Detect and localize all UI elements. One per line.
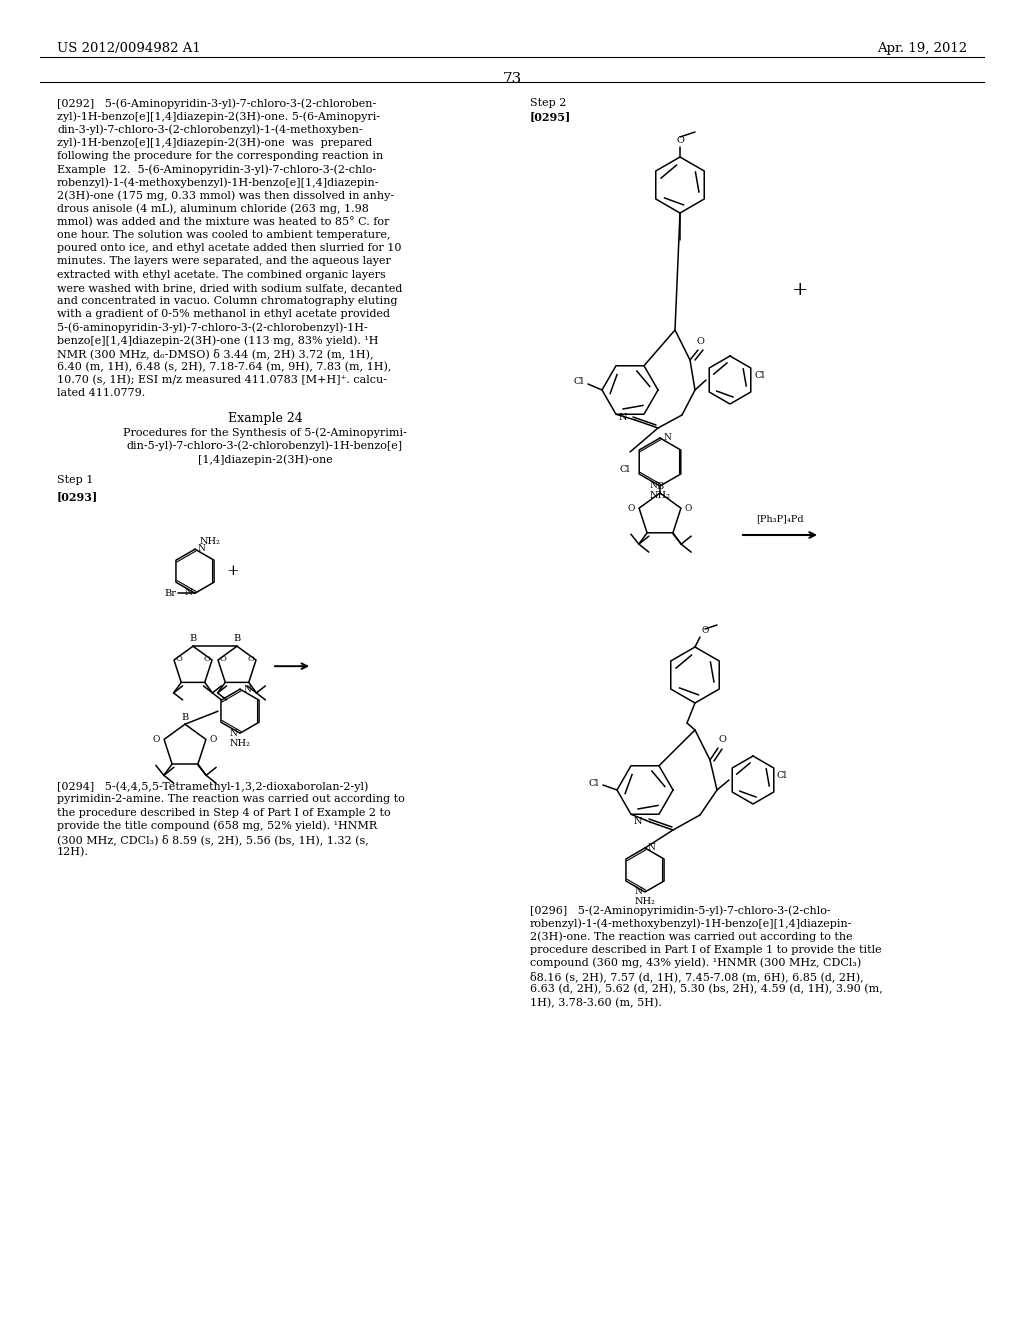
Text: N: N — [634, 887, 642, 896]
Text: O: O — [176, 655, 183, 663]
Text: with a gradient of 0-5% methanol in ethyl acetate provided: with a gradient of 0-5% methanol in ethy… — [57, 309, 390, 319]
Text: 5-(6-aminopyridin-3-yl)-7-chloro-3-(2-chlorobenzyl)-1H-: 5-(6-aminopyridin-3-yl)-7-chloro-3-(2-ch… — [57, 322, 368, 333]
Text: 1H), 3.78-3.60 (m, 5H).: 1H), 3.78-3.60 (m, 5H). — [530, 998, 662, 1007]
Text: [0294]   5-(4,4,5,5-Tetramethyl-1,3,2-dioxaborolan-2-yl): [0294] 5-(4,4,5,5-Tetramethyl-1,3,2-diox… — [57, 781, 369, 792]
Text: Cl: Cl — [620, 465, 630, 474]
Text: B: B — [233, 634, 241, 643]
Text: poured onto ice, and ethyl acetate added then slurried for 10: poured onto ice, and ethyl acetate added… — [57, 243, 401, 253]
Text: US 2012/0094982 A1: US 2012/0094982 A1 — [57, 42, 201, 55]
Text: Cl: Cl — [755, 371, 765, 380]
Text: N: N — [618, 413, 627, 422]
Text: [0292]   5-(6-Aminopyridin-3-yl)-7-chloro-3-(2-chloroben-: [0292] 5-(6-Aminopyridin-3-yl)-7-chloro-… — [57, 98, 376, 108]
Text: one hour. The solution was cooled to ambient temperature,: one hour. The solution was cooled to amb… — [57, 230, 390, 240]
Text: N: N — [184, 587, 193, 597]
Text: Apr. 19, 2012: Apr. 19, 2012 — [877, 42, 967, 55]
Text: (300 MHz, CDCl₃) δ 8.59 (s, 2H), 5.56 (bs, 1H), 1.32 (s,: (300 MHz, CDCl₃) δ 8.59 (s, 2H), 5.56 (b… — [57, 834, 369, 845]
Text: the procedure described in Step 4 of Part I of Example 2 to: the procedure described in Step 4 of Par… — [57, 808, 390, 817]
Text: zyl)-1H-benzo[e][1,4]diazepin-2(3H)-one. 5-(6-Aminopyri-: zyl)-1H-benzo[e][1,4]diazepin-2(3H)-one.… — [57, 111, 380, 121]
Text: [0293]: [0293] — [57, 491, 98, 502]
Text: +: + — [792, 281, 808, 300]
Text: were washed with brine, dried with sodium sulfate, decanted: were washed with brine, dried with sodiu… — [57, 282, 402, 293]
Text: [Ph₃P]₄Pd: [Ph₃P]₄Pd — [756, 513, 804, 523]
Text: 6.40 (m, 1H), 6.48 (s, 2H), 7.18-7.64 (m, 9H), 7.83 (m, 1H),: 6.40 (m, 1H), 6.48 (s, 2H), 7.18-7.64 (m… — [57, 362, 391, 372]
Text: extracted with ethyl acetate. The combined organic layers: extracted with ethyl acetate. The combin… — [57, 269, 386, 280]
Text: O: O — [628, 504, 635, 512]
Text: B: B — [181, 713, 188, 722]
Text: Procedures for the Synthesis of 5-(2-Aminopyrimi-: Procedures for the Synthesis of 5-(2-Ami… — [123, 428, 407, 438]
Text: robenzyl)-1-(4-methoxybenzyl)-1H-benzo[e][1,4]diazepin-: robenzyl)-1-(4-methoxybenzyl)-1H-benzo[e… — [530, 919, 853, 929]
Text: [1,4]diazepin-2(3H)-one: [1,4]diazepin-2(3H)-one — [198, 454, 333, 465]
Text: Example  12.  5-(6-Aminopyridin-3-yl)-7-chloro-3-(2-chlo-: Example 12. 5-(6-Aminopyridin-3-yl)-7-ch… — [57, 164, 376, 174]
Text: O: O — [203, 655, 210, 663]
Text: O: O — [247, 655, 254, 663]
Text: 10.70 (s, 1H); ESI m/z measured 411.0783 [M+H]⁺. calcu-: 10.70 (s, 1H); ESI m/z measured 411.0783… — [57, 375, 387, 385]
Text: following the procedure for the corresponding reaction in: following the procedure for the correspo… — [57, 150, 383, 161]
Text: Step 1: Step 1 — [57, 475, 93, 486]
Text: mmol) was added and the mixture was heated to 85° C. for: mmol) was added and the mixture was heat… — [57, 216, 389, 227]
Text: [0296]   5-(2-Aminopyrimidin-5-yl)-7-chloro-3-(2-chlo-: [0296] 5-(2-Aminopyrimidin-5-yl)-7-chlor… — [530, 906, 830, 916]
Text: O: O — [220, 655, 227, 663]
Text: NH₂: NH₂ — [635, 898, 655, 906]
Text: and concentrated in vacuo. Column chromatography eluting: and concentrated in vacuo. Column chroma… — [57, 296, 397, 306]
Text: B: B — [656, 482, 664, 491]
Text: N: N — [634, 817, 642, 826]
Text: NH₂: NH₂ — [200, 537, 221, 545]
Text: O: O — [685, 504, 692, 512]
Text: zyl)-1H-benzo[e][1,4]diazepin-2(3H)-one  was  prepared: zyl)-1H-benzo[e][1,4]diazepin-2(3H)-one … — [57, 137, 373, 148]
Text: compound (360 mg, 43% yield). ¹HNMR (300 MHz, CDCl₃): compound (360 mg, 43% yield). ¹HNMR (300… — [530, 958, 861, 969]
Text: provide the title compound (658 mg, 52% yield). ¹HNMR: provide the title compound (658 mg, 52% … — [57, 821, 377, 832]
Text: O: O — [210, 735, 217, 744]
Text: robenzyl)-1-(4-methoxybenzyl)-1H-benzo[e][1,4]diazepin-: robenzyl)-1-(4-methoxybenzyl)-1H-benzo[e… — [57, 177, 380, 187]
Text: minutes. The layers were separated, and the aqueous layer: minutes. The layers were separated, and … — [57, 256, 391, 267]
Text: δ8.16 (s, 2H), 7.57 (d, 1H), 7.45-7.08 (m, 6H), 6.85 (d, 2H),: δ8.16 (s, 2H), 7.57 (d, 1H), 7.45-7.08 (… — [530, 972, 863, 982]
Text: din-3-yl)-7-chloro-3-(2-chlorobenzyl)-1-(4-methoxyben-: din-3-yl)-7-chloro-3-(2-chlorobenzyl)-1-… — [57, 124, 362, 135]
Text: din-5-yl)-7-chloro-3-(2-chlorobenzyl)-1H-benzo[e]: din-5-yl)-7-chloro-3-(2-chlorobenzyl)-1H… — [127, 441, 403, 451]
Text: Cl: Cl — [573, 378, 584, 387]
Text: N: N — [663, 433, 671, 442]
Text: 6.63 (d, 2H), 5.62 (d, 2H), 5.30 (bs, 2H), 4.59 (d, 1H), 3.90 (m,: 6.63 (d, 2H), 5.62 (d, 2H), 5.30 (bs, 2H… — [530, 985, 883, 994]
Text: Example 24: Example 24 — [227, 412, 302, 425]
Text: Cl: Cl — [777, 771, 787, 780]
Text: 73: 73 — [503, 73, 521, 86]
Text: [0295]: [0295] — [530, 111, 571, 121]
Text: O: O — [702, 626, 710, 635]
Text: 12H).: 12H). — [57, 847, 89, 858]
Text: O: O — [718, 735, 726, 744]
Text: NH₂: NH₂ — [649, 491, 671, 500]
Text: N: N — [648, 843, 656, 853]
Text: +: + — [226, 564, 240, 578]
Text: N: N — [243, 685, 251, 694]
Text: N: N — [229, 729, 237, 738]
Text: drous anisole (4 mL), aluminum chloride (263 mg, 1.98: drous anisole (4 mL), aluminum chloride … — [57, 203, 369, 214]
Text: O: O — [153, 735, 160, 744]
Text: Cl: Cl — [589, 780, 599, 788]
Text: Br: Br — [164, 589, 176, 598]
Text: benzo[e][1,4]diazepin-2(3H)-one (113 mg, 83% yield). ¹H: benzo[e][1,4]diazepin-2(3H)-one (113 mg,… — [57, 335, 379, 346]
Text: N: N — [198, 544, 206, 553]
Text: 2(3H)-one (175 mg, 0.33 mmol) was then dissolved in anhy-: 2(3H)-one (175 mg, 0.33 mmol) was then d… — [57, 190, 394, 201]
Text: Step 2: Step 2 — [530, 98, 566, 108]
Text: NMR (300 MHz, d₆-DMSO) δ 3.44 (m, 2H) 3.72 (m, 1H),: NMR (300 MHz, d₆-DMSO) δ 3.44 (m, 2H) 3.… — [57, 348, 374, 359]
Text: procedure described in Part I of Example 1 to provide the title: procedure described in Part I of Example… — [530, 945, 882, 954]
Text: lated 411.0779.: lated 411.0779. — [57, 388, 145, 399]
Text: O: O — [676, 136, 684, 145]
Text: NH₂: NH₂ — [229, 739, 251, 748]
Text: O: O — [696, 337, 703, 346]
Text: 2(3H)-one. The reaction was carried out according to the: 2(3H)-one. The reaction was carried out … — [530, 932, 853, 942]
Text: N: N — [649, 482, 657, 491]
Text: pyrimidin-2-amine. The reaction was carried out according to: pyrimidin-2-amine. The reaction was carr… — [57, 795, 404, 804]
Text: B: B — [189, 634, 197, 643]
